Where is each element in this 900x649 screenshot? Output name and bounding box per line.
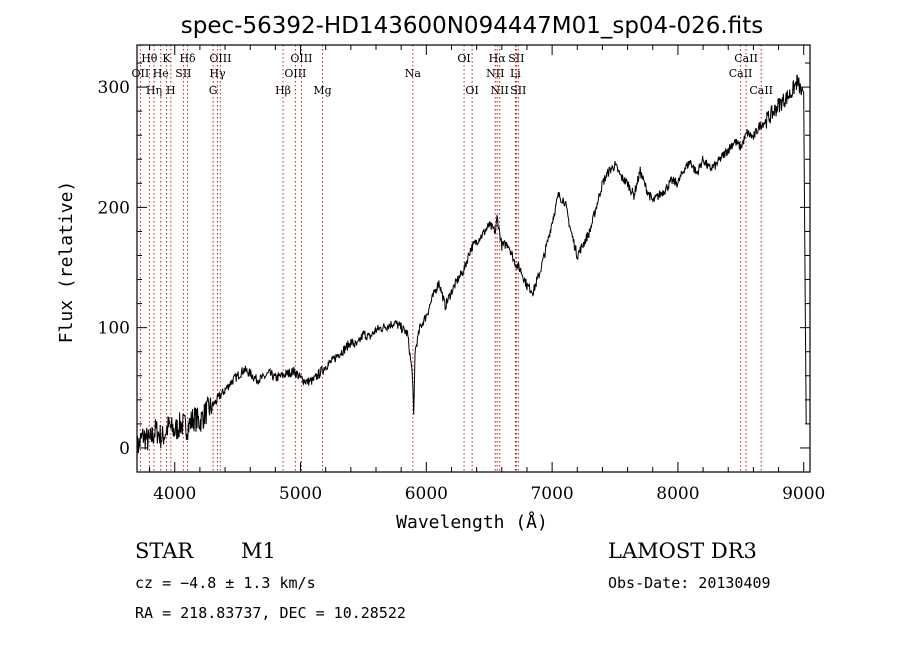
object-class: STAR — [135, 539, 194, 563]
line-label-7: Hδ — [179, 52, 196, 65]
x-tick-label-3: 7000 — [530, 484, 573, 504]
line-label-0: Hθ — [141, 52, 158, 65]
spectrum-series-line — [136, 74, 807, 462]
survey-label: LAMOST DR3 — [608, 539, 757, 563]
line-label-20: NII — [491, 84, 509, 97]
line-label-16: OI — [457, 52, 470, 65]
x-tick-label-1: 5000 — [279, 484, 322, 504]
chart-title: spec-56392-HD143600N094447M01_sp04-026.f… — [181, 13, 763, 39]
line-label-23: SII — [510, 84, 526, 97]
line-label-12: OIII — [284, 67, 306, 80]
line-label-6: SII — [175, 67, 191, 80]
line-label-1: OII — [132, 67, 150, 80]
y-tick-label-3: 300 — [98, 78, 130, 98]
line-label-26: CaII — [749, 84, 773, 97]
line-label-2: Hη — [146, 84, 162, 97]
plot-frame — [136, 44, 811, 473]
y-tick-label-1: 100 — [98, 319, 130, 339]
line-label-24: CaII — [729, 67, 753, 80]
line-label-3: He — [153, 67, 169, 80]
line-label-18: NII — [486, 67, 504, 80]
line-label-21: Li — [510, 67, 521, 80]
line-label-10: OIII — [209, 52, 231, 65]
line-label-8: Hγ — [209, 67, 226, 80]
x-axis-label: Wavelength (Å) — [396, 511, 548, 533]
x-tick-label-2: 6000 — [405, 484, 448, 504]
y-tick-label-2: 200 — [98, 198, 130, 218]
x-tick-label-0: 4000 — [153, 484, 196, 504]
object-subclass: M1 — [241, 539, 276, 563]
axis-ticks: 4000 5000 6000 7000 8000 9000 0 100 200 300 — [98, 45, 825, 504]
line-label-15: Na — [405, 67, 422, 80]
line-label-19: Hα — [489, 52, 507, 65]
observation-date: Obs-Date: 20130409 — [608, 574, 771, 592]
line-label-4: K — [162, 52, 171, 65]
line-label-11: Hβ — [275, 84, 291, 97]
line-label-14: Mg — [313, 84, 331, 97]
line-label-22: SII — [508, 52, 524, 65]
line-label-5: H — [166, 84, 176, 97]
line-label-13: OIII — [290, 52, 312, 65]
line-label-17: OI — [465, 84, 478, 97]
y-tick-label-0: 0 — [119, 439, 130, 459]
line-markers: Hθ OII Hη He K H SII Hδ Hγ G OIII Hβ OIII OIII Mg Na OI O… — [132, 45, 773, 472]
coordinates-readout: RA = 218.83737, DEC = 10.28522 — [135, 604, 406, 622]
redshift-readout: cz = −4.8 ± 1.3 km/s — [135, 574, 316, 592]
y-axis-label: Flux (relative) — [56, 181, 77, 344]
x-tick-label-5: 9000 — [782, 484, 825, 504]
line-label-25: CaII — [734, 52, 758, 65]
x-tick-label-4: 8000 — [656, 484, 699, 504]
line-label-9: G — [209, 84, 218, 97]
